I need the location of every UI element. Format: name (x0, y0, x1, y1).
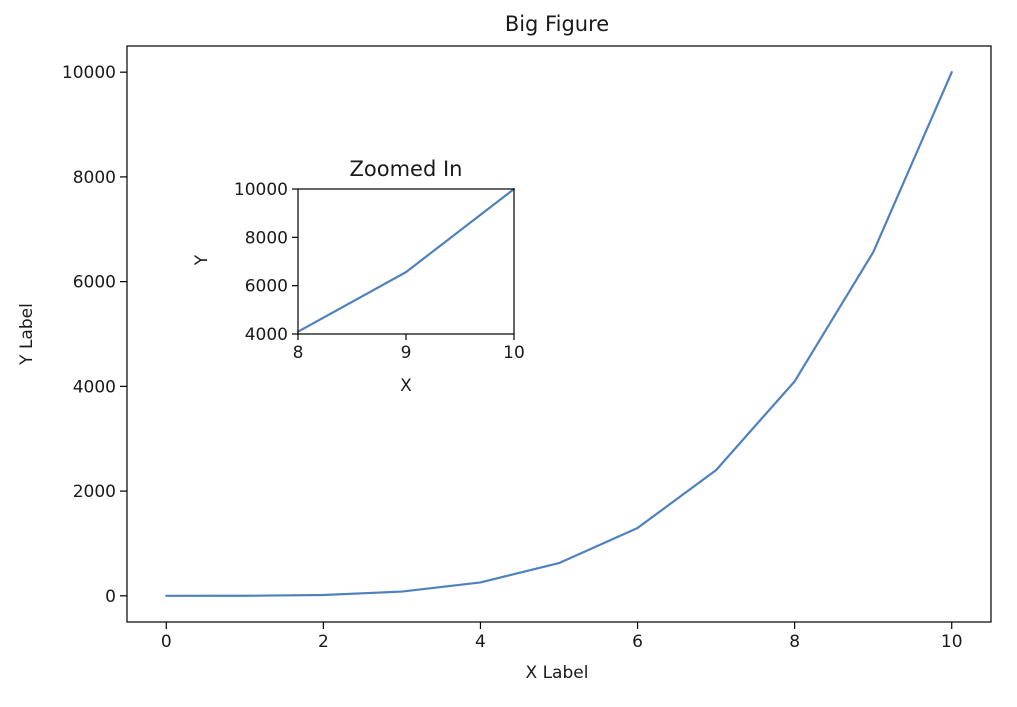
inset-chart: Zoomed In X Y 8 9 10 4000 6000 8000 10000 (192, 157, 525, 396)
main-y-tick-label: 6000 (73, 273, 116, 293)
inset-chart-title: Zoomed In (350, 157, 463, 181)
main-chart-title: Big Figure (505, 12, 609, 36)
main-chart: Big Figure X Label Y Label 0 2 4 6 8 10 0 2000 4… (17, 12, 992, 683)
main-y-axis-label: Y Label (17, 303, 37, 366)
main-x-tick-label: 8 (789, 632, 800, 652)
main-x-tick-label: 6 (632, 632, 643, 652)
inset-x-tick-label: 8 (293, 343, 304, 363)
inset-y-tick-label: 8000 (245, 228, 288, 248)
inset-y-tick-label: 4000 (245, 325, 288, 345)
main-x-tick-label: 10 (941, 632, 963, 652)
main-x-axis-label: X Label (526, 663, 589, 683)
main-y-tick-label: 8000 (73, 168, 116, 188)
inset-x-axis-label: X (400, 376, 412, 396)
inset-series-line (296, 187, 516, 333)
inset-series (296, 187, 516, 333)
main-y-tick-label: 10000 (62, 63, 116, 83)
inset-ticks: 8 9 10 4000 6000 8000 10000 (234, 180, 525, 363)
main-y-tick-label: 2000 (73, 482, 116, 502)
main-y-tick-label: 4000 (73, 377, 116, 397)
inset-y-axis-label: Y (192, 254, 212, 266)
main-x-tick-label: 0 (161, 632, 172, 652)
main-x-tick-label: 4 (475, 632, 486, 652)
inset-y-tick-label: 6000 (245, 277, 288, 297)
inset-x-tick-label: 9 (401, 343, 412, 363)
main-ticks: 0 2 4 6 8 10 0 2000 4000 6000 8000 10000 (62, 63, 963, 652)
main-plot-frame (126, 45, 992, 623)
inset-y-tick-label: 10000 (234, 180, 288, 200)
inset-plot-frame (297, 188, 515, 335)
main-series-line (165, 71, 953, 597)
main-x-tick-label: 2 (318, 632, 329, 652)
main-y-tick-label: 0 (105, 587, 116, 607)
inset-x-tick-label: 10 (503, 343, 525, 363)
main-series (165, 71, 953, 597)
